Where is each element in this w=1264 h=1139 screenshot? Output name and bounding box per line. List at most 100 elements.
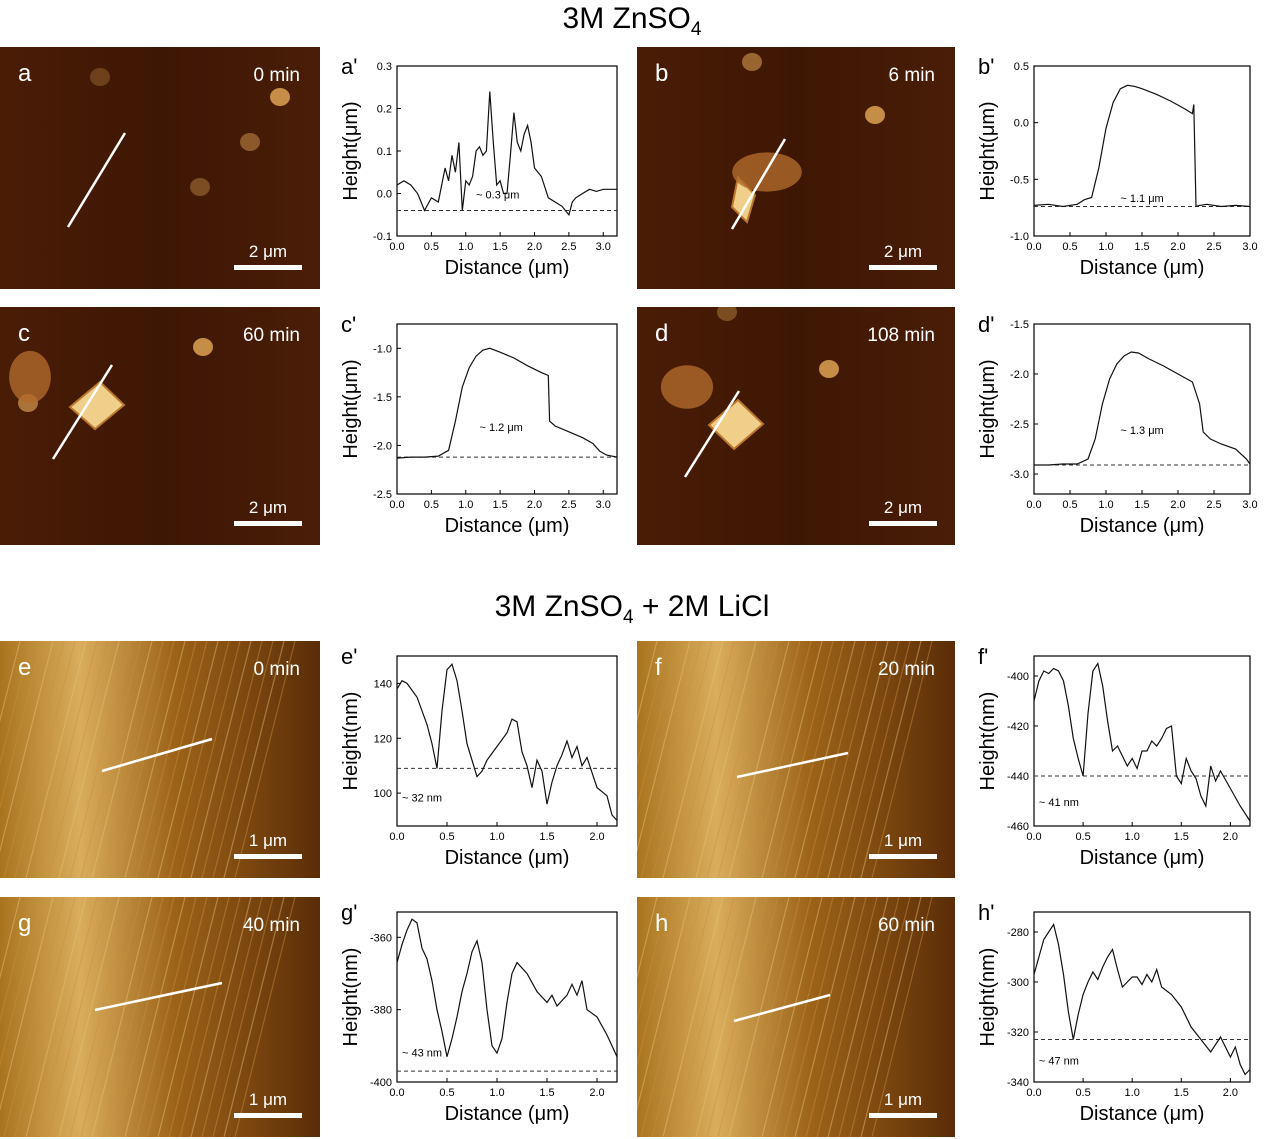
afm-texture-streak (168, 897, 230, 1137)
y-tick-label: 0.0 (1014, 118, 1029, 130)
profile-series-line (1033, 923, 1251, 1076)
afm-image-f: f 20 min 1 μm (637, 641, 955, 878)
x-tick-label: 2.0 (589, 1087, 604, 1099)
x-tick-label: 2.0 (527, 241, 542, 253)
afm-texture-streak (750, 641, 812, 878)
afm-texture-streak (36, 641, 98, 878)
afm-texture-streak (146, 641, 208, 878)
afm-texture-streak (794, 897, 856, 1137)
scale-bar-label: 1 μm (884, 1090, 922, 1109)
afm-texture-streak (651, 641, 713, 878)
plot-frame (1033, 323, 1251, 495)
afm-texture-streak (684, 641, 746, 878)
time-label: 6 min (889, 65, 935, 86)
afm-texture-streak (124, 897, 186, 1137)
afm-crystal (730, 174, 757, 224)
x-tick-label: 0.5 (439, 1087, 454, 1099)
scale-bar-label: 2 μm (249, 242, 287, 261)
scale-bar-label: 2 μm (884, 242, 922, 261)
scale-bar (234, 521, 302, 526)
afm-background (0, 641, 320, 878)
afm-texture-streak (157, 897, 219, 1137)
afm-texture-streak (860, 641, 922, 878)
afm-texture-streak (223, 641, 285, 878)
afm-texture-streak (838, 897, 900, 1137)
x-tick-label: 0.0 (1026, 831, 1041, 843)
afm-texture-streak (223, 897, 285, 1137)
x-axis-label: Distance (μm) (1080, 515, 1205, 537)
time-label: 20 min (878, 659, 935, 680)
afm-image-b: b 6 min 2 μm (637, 47, 955, 289)
scale-bar (234, 265, 302, 270)
height-annotation: ~ 32 nm (402, 792, 442, 804)
plot-d-prime: 0.0 0.5 1.0 1.5 2.0 2.5 3.0 -3.0 -2.5 -2.0 -1.5 Dis… (957, 305, 1264, 550)
afm-texture-streak (637, 897, 658, 980)
height-annotation: ~ 1.2 μm (480, 422, 523, 434)
y-tick-label: 0.1 (377, 146, 392, 158)
panel-letter: a (18, 60, 32, 87)
afm-texture-streak (640, 897, 702, 1137)
afm-texture-streak (739, 897, 801, 1137)
x-tick-label: 2.0 (1223, 831, 1238, 843)
afm-texture-streak (637, 641, 691, 853)
afm-panel-g: g 40 min 1 μm (0, 897, 320, 1137)
panel-label: a' (341, 54, 357, 79)
afm-texture-streak (135, 897, 197, 1137)
afm-texture-streak (706, 641, 768, 878)
afm-texture-streak (637, 897, 669, 1024)
profile-line (101, 737, 213, 773)
afm-panel-a: a 0 min 2 μm (0, 47, 320, 289)
x-tick-label: 0.0 (389, 499, 404, 511)
x-tick-label: 2.0 (1170, 241, 1185, 253)
panel-label: g' (341, 900, 357, 925)
x-axis-label: Distance (μm) (445, 847, 570, 869)
y-tick-label: -0.1 (373, 231, 392, 243)
height-annotation: ~ 43 nm (402, 1048, 442, 1060)
time-label: 0 min (254, 659, 300, 680)
x-tick-label: 0.5 (439, 831, 454, 843)
x-tick-label: 0.0 (389, 831, 404, 843)
y-tick-label: 0.0 (377, 189, 392, 201)
x-tick-label: 0.5 (1075, 831, 1090, 843)
afm-grain (865, 106, 885, 124)
x-tick-label: 0.0 (1026, 499, 1041, 511)
afm-texture-streak (695, 641, 757, 878)
plot-frame (396, 323, 618, 495)
height-annotation: ~ 1.3 μm (1120, 425, 1163, 437)
afm-texture-streak (0, 897, 21, 980)
x-tick-label: 3.0 (1242, 499, 1257, 511)
afm-texture-streak (651, 897, 713, 1137)
afm-texture-streak (717, 641, 779, 878)
panel-letter: e (18, 654, 31, 681)
profile-series-line (1033, 661, 1251, 822)
y-tick-label: -2.0 (1010, 369, 1029, 381)
height-annotation: ~ 1.1 μm (1120, 193, 1163, 205)
y-axis-label: Height(nm) (340, 948, 362, 1047)
afm-texture-streak (695, 897, 757, 1137)
plot-frame (1033, 911, 1251, 1083)
afm-texture-streak (0, 641, 32, 766)
afm-background (637, 897, 955, 1137)
y-tick-label: -1.5 (373, 392, 392, 404)
y-tick-label: -340 (1007, 1077, 1029, 1089)
afm-texture-streak (157, 641, 219, 878)
x-tick-label: 2.0 (1223, 1087, 1238, 1099)
x-tick-label: 0.5 (424, 241, 439, 253)
y-axis-label: Height(nm) (340, 692, 362, 791)
x-tick-label: 2.5 (561, 241, 576, 253)
section-title-1-sub: 4 (690, 19, 702, 40)
afm-texture-streak (728, 897, 790, 1137)
afm-texture-streak (684, 897, 746, 1137)
plot-e-prime: 0.0 0.5 1.0 1.5 2.0 100 120 140 Distance (μm) Hei… (320, 637, 630, 882)
plot-c-prime: 0.0 0.5 1.0 1.5 2.0 2.5 3.0 -2.5 -2.0 -1.5 -1.0 Dis… (320, 305, 630, 550)
afm-texture-streak (102, 897, 164, 1137)
afm-background (0, 307, 320, 545)
time-label: 40 min (243, 915, 300, 936)
afm-texture-streak (673, 897, 735, 1137)
profile-line (66, 132, 127, 228)
panel-label: b' (978, 54, 994, 79)
y-tick-label: -400 (370, 1077, 392, 1089)
x-tick-label: 0.0 (389, 241, 404, 253)
height-annotation: ~ 0.3 μm (476, 190, 519, 202)
x-tick-label: 1.5 (539, 831, 554, 843)
